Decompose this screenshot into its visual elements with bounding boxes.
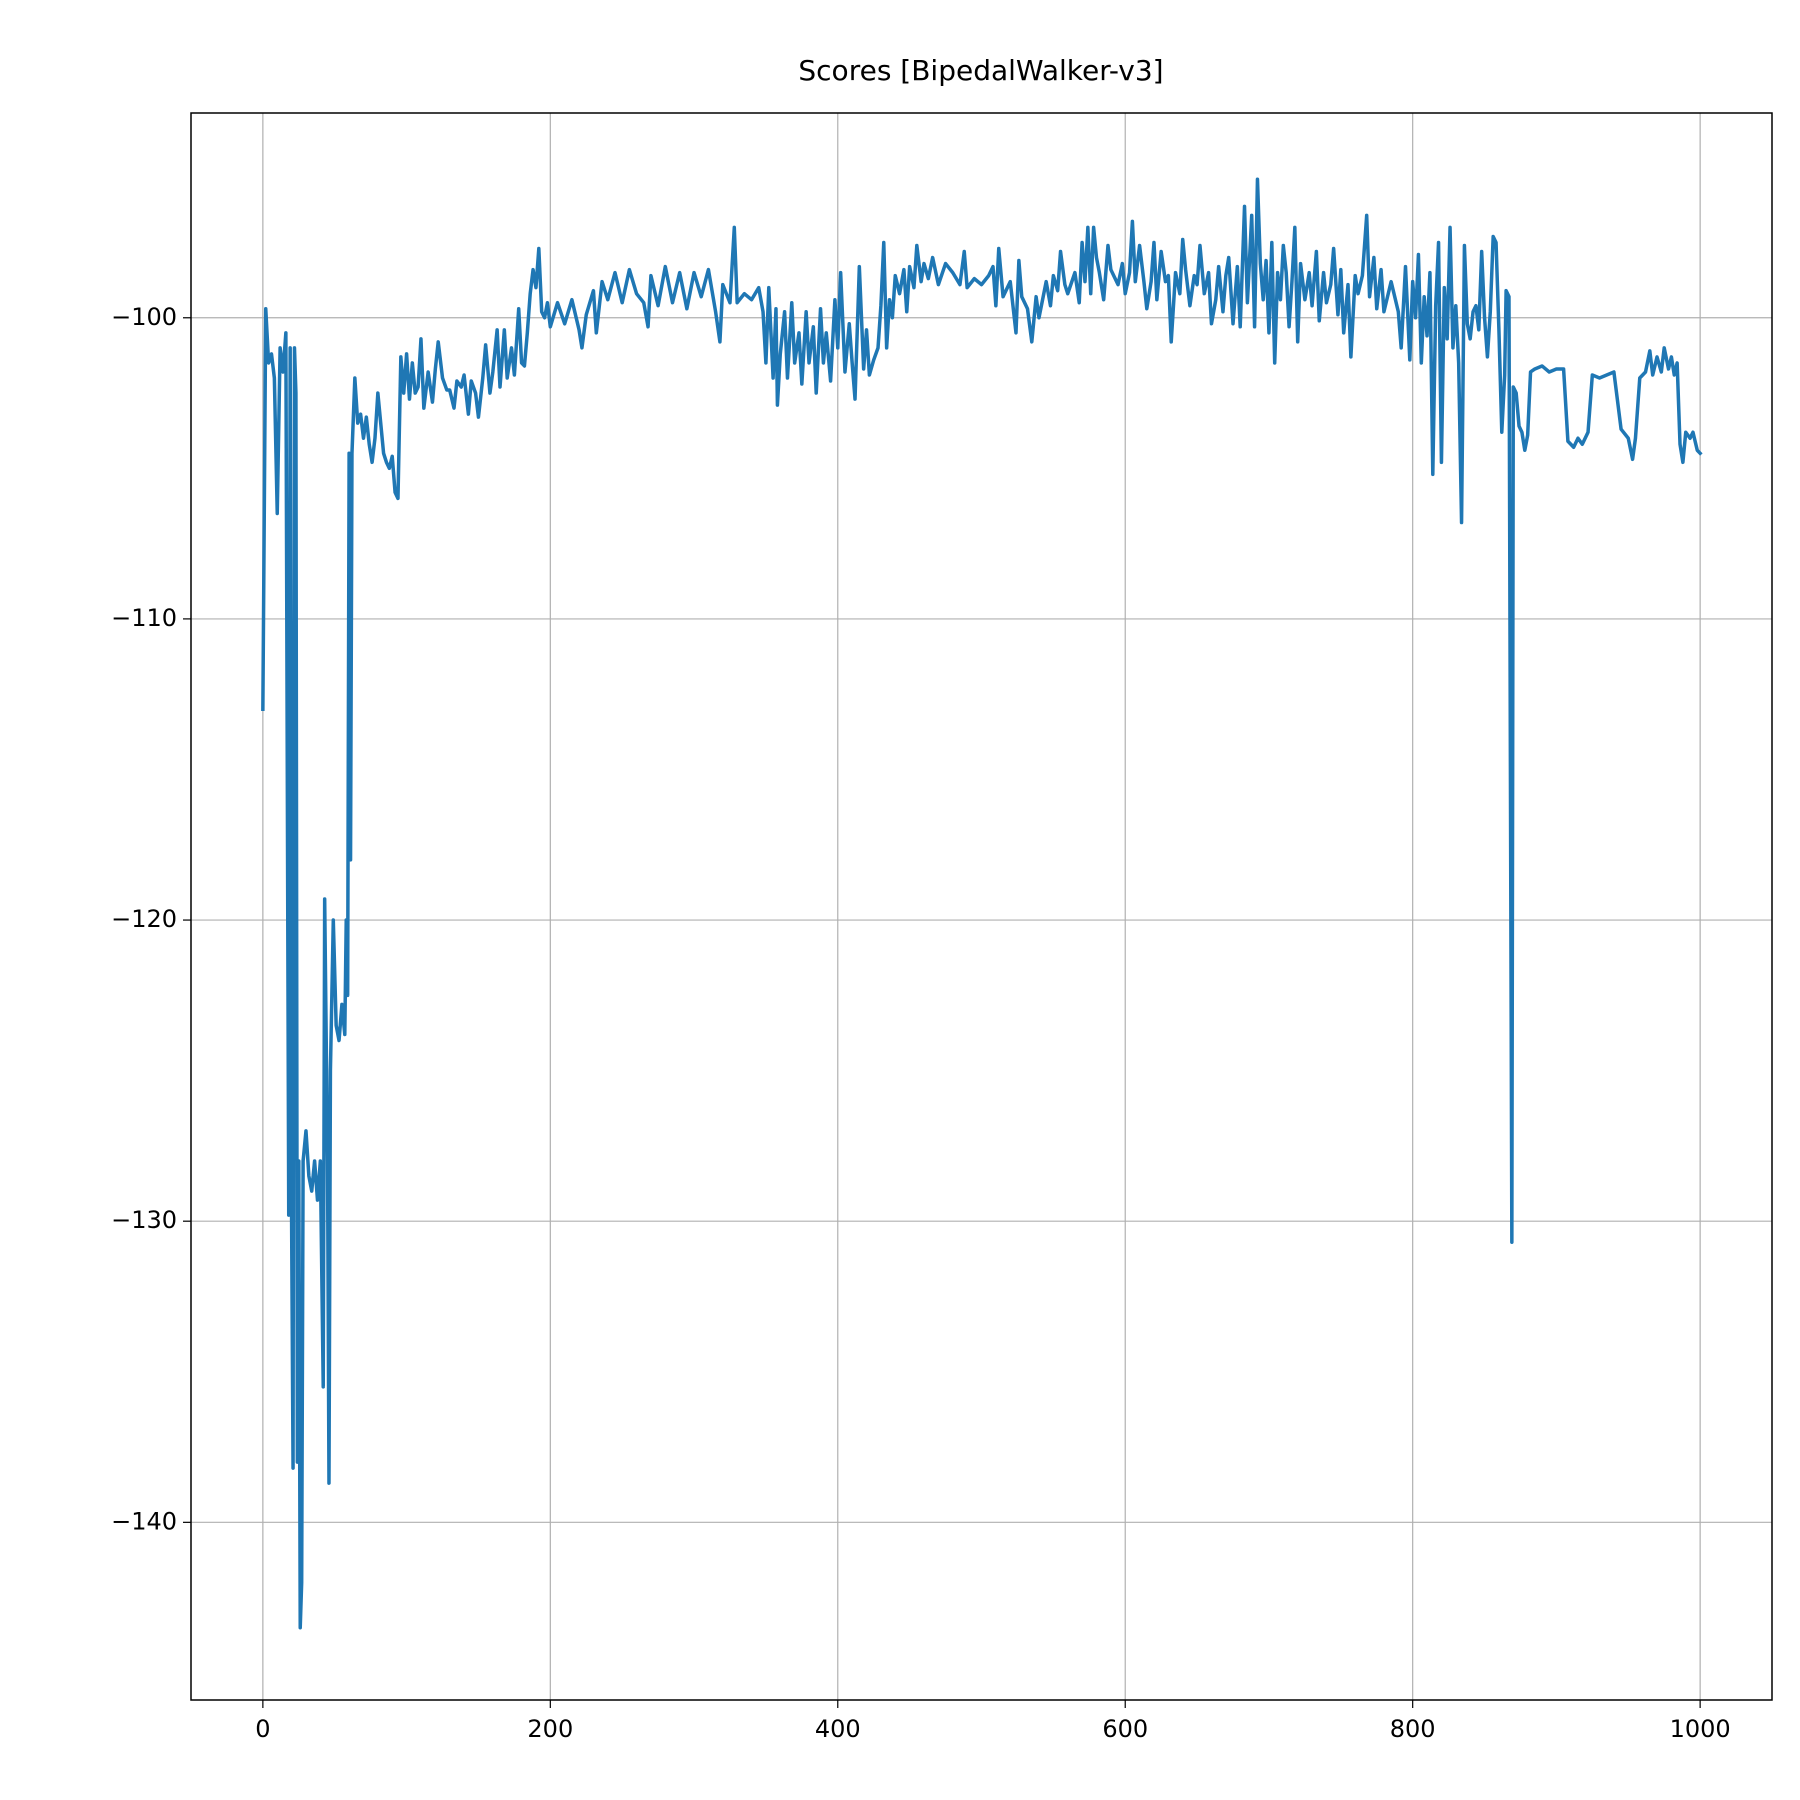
x-tick-label: 1000	[1670, 1715, 1731, 1743]
y-tick-label: −100	[111, 303, 177, 331]
x-tick-label: 400	[815, 1715, 861, 1743]
x-tick-label: 600	[1102, 1715, 1148, 1743]
x-tick-label: 800	[1390, 1715, 1436, 1743]
y-tick-label: −140	[111, 1507, 177, 1535]
ticks: 0 200 400 600 800 1000 −140 −130 −120 −110 −100	[111, 303, 1731, 1743]
plot-area	[261, 177, 1703, 1630]
y-tick-label: −110	[111, 604, 177, 632]
y-tick-label: −120	[111, 905, 177, 933]
line-series	[261, 177, 1703, 1630]
axes-frame	[190, 112, 1773, 1701]
x-tick-label: 200	[527, 1715, 573, 1743]
chart-title: Scores [BipedalWalker-v3]	[798, 54, 1163, 87]
y-tick-label: −130	[111, 1206, 177, 1234]
x-tick-label: 0	[255, 1715, 270, 1743]
